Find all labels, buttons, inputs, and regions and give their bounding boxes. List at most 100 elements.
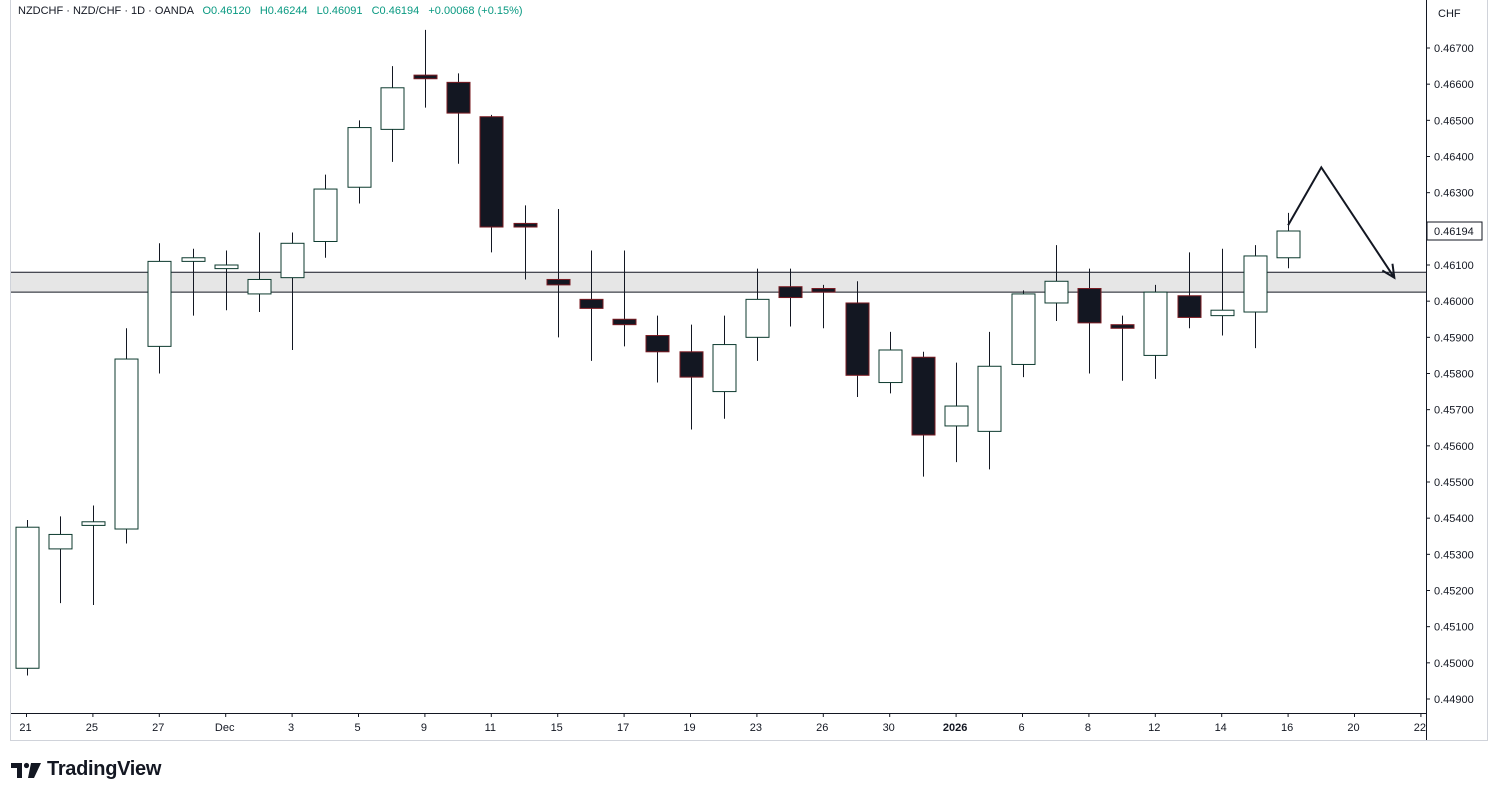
y-tick-label: 0.45700 [1434,405,1474,417]
currency-button[interactable]: CHF [1438,8,1461,20]
symbol-line: NZDCHF · NZD/CHF · 1D · OANDA [18,5,195,17]
candle-body [1044,280,1069,304]
candle [679,324,704,430]
x-tick-label: 17 [617,722,629,734]
candle-body [645,335,670,353]
candle [944,362,969,463]
candle-body [1110,324,1135,329]
candle [579,250,604,361]
x-tick-label: 16 [1281,722,1293,734]
high-value: H0.46244 [260,5,308,17]
candle-body [612,318,637,326]
candle-body [1177,295,1202,318]
candle-body [513,222,538,228]
candle [48,516,73,604]
candle-body [247,278,272,295]
y-tick-label: 0.45200 [1434,586,1474,598]
candle [313,174,338,258]
candle [15,519,40,676]
x-tick-label: Dec [215,722,235,734]
candle-body [147,260,172,347]
candle [712,315,737,419]
x-tick-label: 14 [1215,722,1227,734]
candle [446,73,471,164]
candle-body [1276,230,1301,259]
candle [1210,248,1235,336]
candle-body [81,521,106,526]
candle-body [479,116,504,228]
projection-layer [1287,165,1396,280]
candle-body [181,257,206,262]
change-value: +0.00068 (+0.15%) [428,5,522,17]
y-tick-label: 0.45900 [1434,332,1474,344]
candle [911,351,936,477]
y-tick-label: 0.46600 [1434,79,1474,91]
candle [745,268,770,361]
open-value: O0.46120 [202,5,250,17]
x-tick-label: 11 [485,722,496,734]
x-tick-label: 26 [816,722,828,734]
candle [1077,268,1102,374]
candle-body [546,278,571,286]
candle-body [15,526,40,669]
candle-body [679,351,704,378]
candle-body [579,298,604,309]
x-tick-label: 2026 [943,722,967,734]
x-tick-label: 30 [883,722,895,734]
candle [513,205,538,280]
support-zone-layer [10,271,1426,293]
y-tick-label: 0.45300 [1434,549,1474,561]
current-price-label: 0.46194 [1434,226,1474,238]
candle-body [811,288,836,293]
y-tick-label: 0.46700 [1434,43,1474,55]
candle-body [1210,309,1235,317]
x-tick-label: 5 [354,722,360,734]
candle-body [977,365,1002,432]
y-tick-label: 0.45100 [1434,622,1474,634]
x-tick-label: 25 [86,722,98,734]
candle-body [114,358,139,530]
y-tick-label: 0.45000 [1434,658,1474,670]
candles-layer [15,29,1301,676]
candle-body [1143,291,1168,356]
candle [1276,212,1301,269]
y-tick-label: 0.46000 [1434,296,1474,308]
current-price-box [1426,221,1483,241]
candle-body [944,405,969,427]
candle-body [347,127,372,188]
y-tick-label: 0.46500 [1434,115,1474,127]
x-tick-label: 6 [1018,722,1024,734]
x-tick-label: 12 [1148,722,1160,734]
candle [214,250,239,311]
x-tick-label: 9 [421,722,427,734]
candle-body [911,356,936,436]
candle-body [214,264,239,270]
candle [114,328,139,544]
x-tick-label: 19 [683,722,695,734]
x-tick-label: 15 [551,722,563,734]
projection-arrow-head [1381,263,1396,280]
candle-body [1011,293,1036,365]
y-tick-label: 0.46400 [1434,152,1474,164]
y-tick-label: 0.46100 [1434,260,1474,272]
x-tick-label: 20 [1347,722,1359,734]
candle [811,284,836,329]
candle [280,232,305,350]
candle-body [380,87,405,130]
candle [247,232,272,313]
candle-body [413,74,438,80]
candle [878,331,903,394]
candle [1110,315,1135,381]
candle [778,268,803,327]
candle-body [1077,288,1102,324]
candle [347,120,372,204]
candle-body [1243,255,1268,313]
candle [479,114,504,253]
candle [1143,284,1168,379]
candle [1243,245,1268,349]
candle [612,250,637,347]
candle-body [712,344,737,393]
tradingview-wordmark: TradingView [47,758,162,780]
